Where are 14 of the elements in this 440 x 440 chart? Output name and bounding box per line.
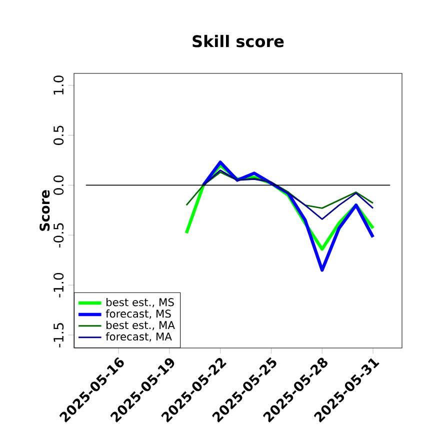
y-tick-label: 0.0: [53, 175, 64, 195]
y-tick-label: -1.0: [53, 272, 64, 298]
legend-label: best est., MS: [106, 298, 174, 308]
line-series: [186, 171, 374, 209]
y-tick-label: 0.5: [53, 126, 64, 145]
y-tick-label: 1.0: [53, 76, 64, 94]
legend-label: forecast, MA: [106, 332, 172, 342]
y-tick-label: -0.5: [53, 223, 64, 248]
y-tick-label: -1.5: [54, 323, 64, 348]
chart-title: Skill score: [192, 34, 284, 48]
legend-label: forecast, MS: [106, 309, 171, 319]
line-series: [202, 169, 374, 220]
legend-label: best est., MA: [106, 320, 175, 330]
y-axis-title: Score: [40, 190, 50, 231]
